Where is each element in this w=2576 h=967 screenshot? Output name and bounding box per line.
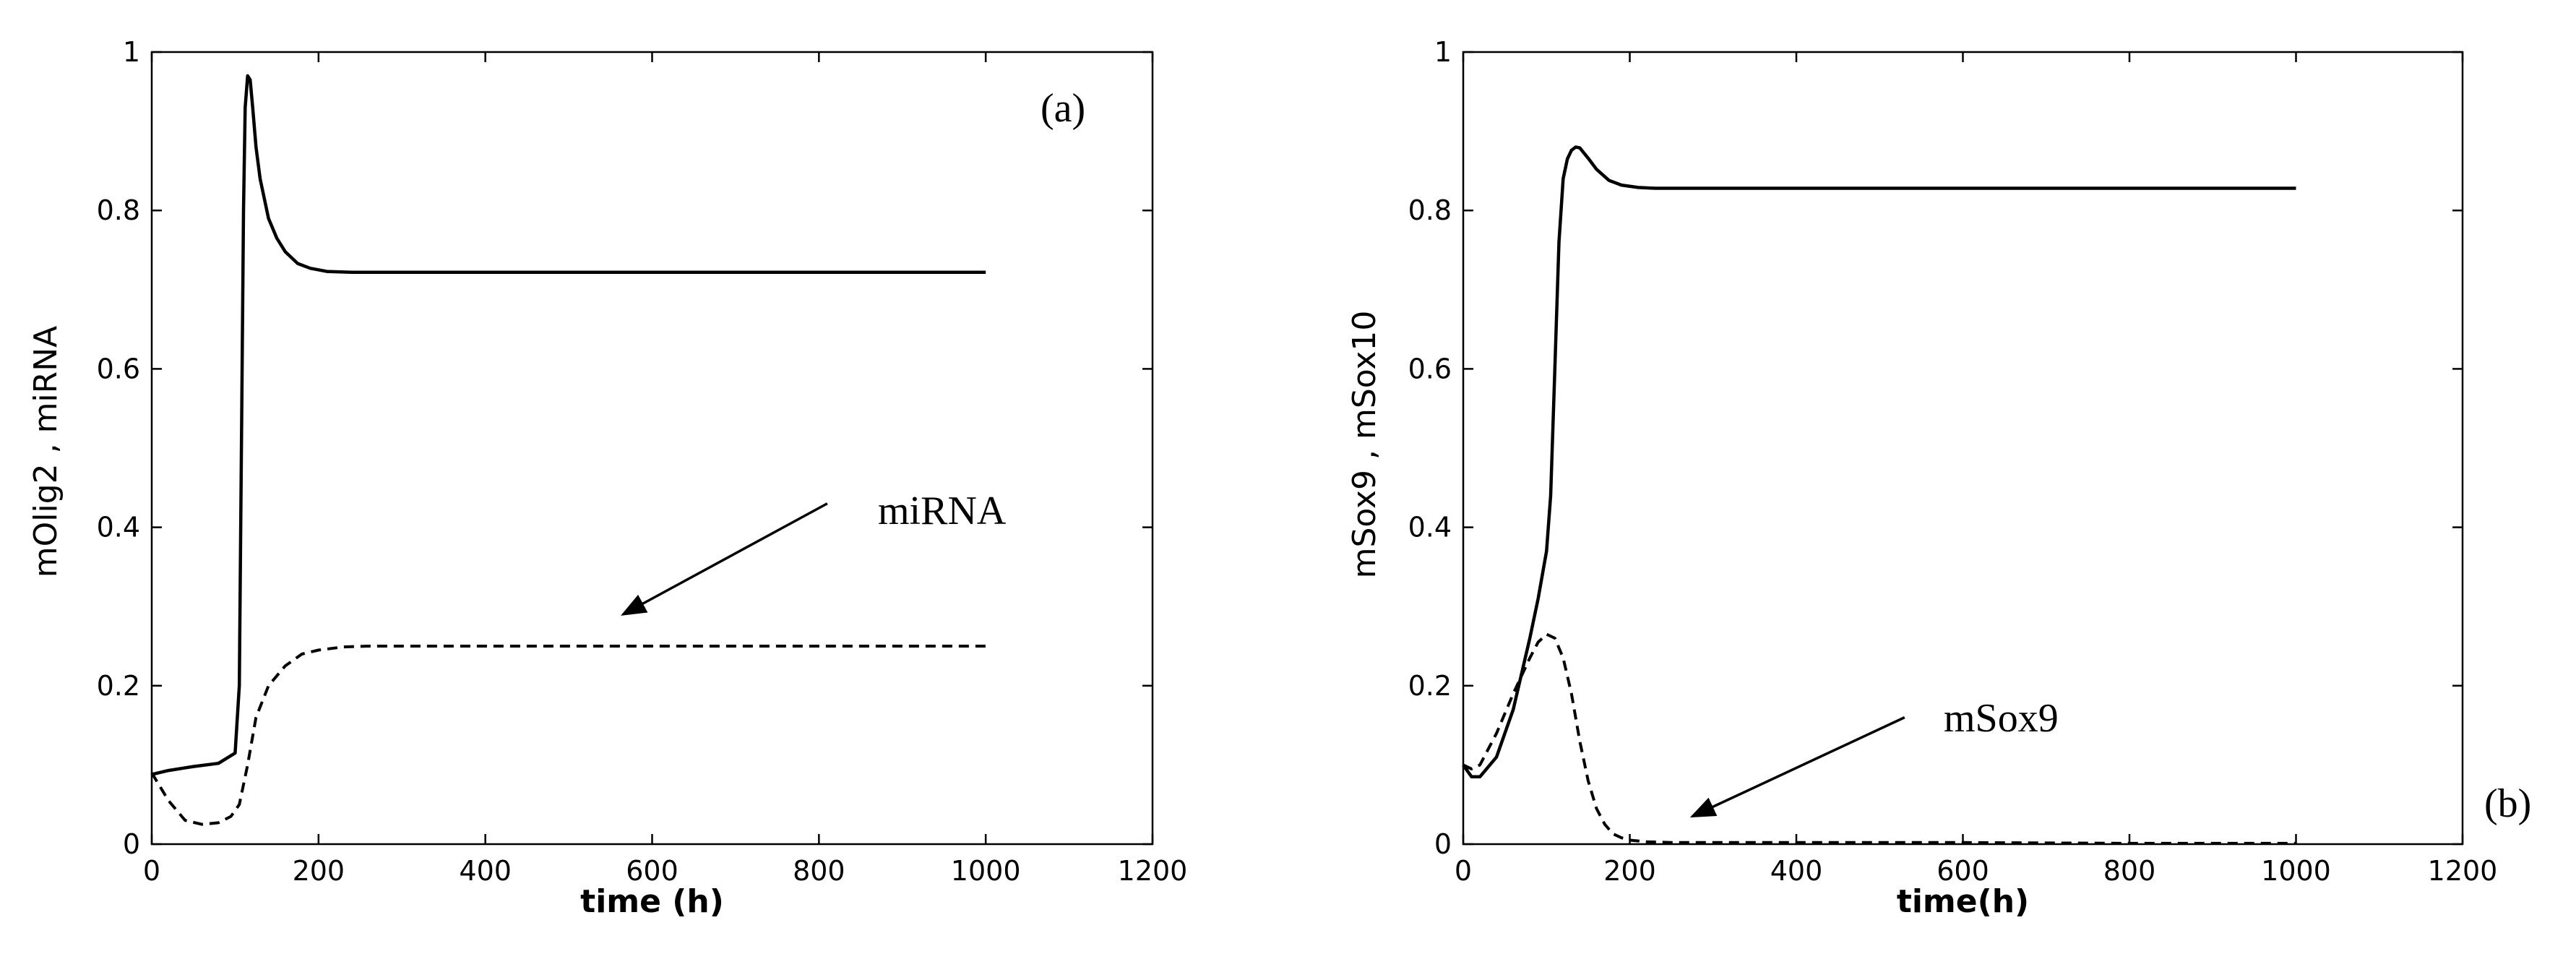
panel-a-x-axis-label: time (h)	[580, 883, 724, 920]
panel-a-y-axis-label: mOlig2 , miRNA	[27, 326, 64, 578]
panel-a-annotation-label: miRNA	[878, 489, 1007, 533]
panel-a-panel-label: (a)	[1041, 86, 1085, 131]
panel-b-y-tick-label: 0.8	[1408, 194, 1452, 226]
panel-b-y-tick-label: 0.4	[1408, 512, 1452, 543]
panel-a: 0 200 400 600 800 1000 1200 0 0.2 0.4 0.6 0.8 1 time …	[27, 36, 1187, 920]
panel-b-x-tick-label: 1000	[2261, 855, 2331, 887]
panel-a-x-tick-label: 1000	[951, 855, 1021, 887]
panel-a-y-tick-label: 0.2	[97, 670, 140, 702]
panel-b-series-msox9	[1463, 632, 2296, 845]
panel-a-series-mirna	[150, 645, 986, 826]
panel-b-x-tick-label: 400	[1770, 855, 1823, 887]
panel-a-x-tick-label: 600	[626, 855, 679, 887]
panel-a-x-tick-label: 400	[459, 855, 512, 887]
panel-b-x-tick-label: 600	[1937, 855, 1989, 887]
panel-b-y-tick-label: 0.6	[1408, 353, 1452, 384]
panel-a-annotation-arrow	[621, 502, 828, 616]
panel-a-y-tick-label: 0.6	[97, 353, 140, 384]
panel-a-y-tick-label: 0.4	[97, 512, 140, 543]
panel-b-x-tick-label: 0	[1455, 855, 1472, 887]
panel-b-y-tick-label: 1	[1434, 36, 1452, 68]
panel-b-panel-label: (b)	[2484, 781, 2531, 826]
panel-b-y-tick-label: 0	[1434, 828, 1452, 860]
panel-a-y-tick-label: 0	[123, 828, 140, 860]
panel-b-x-tick-label: 200	[1603, 855, 1656, 887]
panel-a-x-tick-label: 0	[143, 855, 160, 887]
panel-a-x-tick-label: 800	[793, 855, 845, 887]
panel-a-x-tick-label: 200	[293, 855, 345, 887]
panel-b-x-tick-label: 1200	[2428, 855, 2498, 887]
panel-b: 0 200 400 600 800 1000 1200 0 0.2 0.4 0.6 0.8 1 time(…	[1346, 36, 2531, 920]
panel-b-x-axis-label: time(h)	[1897, 883, 2029, 920]
panel-b-series-msox10	[1462, 145, 2296, 779]
panel-b-y-axis-label: mSox9 , mSox10	[1346, 311, 1383, 579]
panel-b-annotation-label: mSox9	[1944, 696, 2059, 741]
panel-a-y-tick-label: 1	[123, 36, 140, 68]
panel-a-y-tick-label: 0.8	[97, 194, 140, 226]
panel-b-x-tick-label: 800	[2103, 855, 2156, 887]
panel-b-annotation-arrow	[1689, 716, 1905, 818]
panel-a-plot-frame	[150, 51, 1154, 846]
panel-b-y-tick-label: 0.2	[1408, 670, 1452, 702]
panel-a-x-tick-label: 1200	[1118, 855, 1188, 887]
panel-a-series-molig2	[151, 74, 986, 776]
